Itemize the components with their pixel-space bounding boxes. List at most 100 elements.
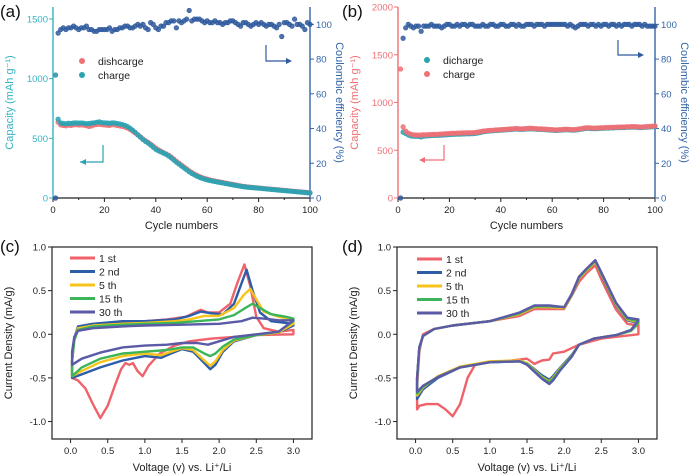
panel-b-cycling-chart: 0 20 40 60 80 1000500100015002000020406080100…	[349, 3, 690, 233]
y-axis-right-label: Coulombic efficiency (%)	[333, 42, 345, 163]
data-point-coulombic-efficiency	[273, 25, 280, 31]
x-tick-label: 40	[496, 205, 507, 216]
data-point-coulombic-efficiency	[145, 26, 151, 33]
y-tick-label: 0.0	[33, 330, 46, 341]
y-axis-right-label: Coulombic efficiency (%)	[678, 42, 690, 163]
legend-marker-charge	[424, 71, 430, 77]
x-tick-label: 100	[302, 205, 318, 216]
x-tick-label: 100	[647, 205, 663, 216]
data-point-coulombic-efficiency	[291, 16, 298, 22]
y-right-tick-label: 0	[661, 194, 666, 205]
x-axis-label: Voltage (v) vs. Li⁺/Li	[133, 462, 232, 474]
y-tick-label: 0.0	[378, 330, 391, 341]
x-tick-label: 0.0	[64, 446, 77, 457]
legend-label-dicharge: dicharge	[443, 55, 483, 67]
legend-marker-dicharge	[424, 57, 430, 63]
y-axis-left-label: Capacity (mAh g⁻¹)	[4, 55, 16, 149]
arrow-to-right-axis-b	[617, 40, 642, 56]
arrowhead-right-b	[638, 52, 644, 58]
y-left-tick-label: 1000	[372, 98, 393, 109]
y-left-tick-label: 500	[32, 134, 48, 145]
y-right-tick-label: 80	[661, 55, 672, 66]
data-point-coulombic-efficiency	[83, 23, 90, 29]
x-tick-label: 2.0	[213, 446, 226, 457]
x-tick-label: 20	[99, 205, 110, 216]
legend-label-2-nd: 2 nd	[446, 268, 467, 280]
x-tick-label: 1.5	[175, 446, 188, 457]
panel-label-b: (b)	[342, 2, 363, 21]
data-point-coulombic-efficiency	[307, 21, 313, 27]
panel-c-cv-chart: 0.0 0.5 1.0 1.5 2.0 2.5 3.0 -1.0 -0.5 0.0 0.5 1.0 Vo…	[3, 243, 313, 474]
panel-label-c: (c)	[0, 237, 20, 256]
legend-marker-dishcarge	[79, 58, 85, 64]
data-point-coulombic-efficiency	[150, 21, 156, 27]
y-axis-label: Current Density (mA/g)	[3, 287, 15, 399]
y-left-tick-label: 1500	[372, 50, 393, 61]
x-tick-label: 2.5	[595, 446, 608, 457]
y-right-tick-label: 60	[316, 89, 327, 100]
y-right-tick-label: 40	[661, 124, 672, 135]
y-left-tick-label: 0	[43, 194, 48, 205]
legend-label-1-st: 1 st	[99, 253, 116, 265]
y-tick-label: 0.5	[378, 286, 391, 297]
x-tick-label: 80	[598, 205, 609, 216]
legend-label-30-th: 30 th	[446, 308, 470, 320]
legend-label-15-th: 15 th	[446, 295, 470, 307]
data-point-coulombic-efficiency	[155, 26, 161, 33]
data-point-charge	[52, 72, 59, 78]
data-point-coulombic-efficiency	[403, 25, 409, 31]
y-left-tick-label: 0	[388, 194, 393, 205]
panel-label-a: (a)	[0, 2, 21, 21]
data-point-coulombic-efficiency	[184, 16, 190, 22]
data-point-coulombic-efficiency	[55, 30, 61, 36]
cv-curve-30-th	[415, 258, 640, 394]
y-right-tick-label: 80	[316, 55, 327, 66]
cv-curve-30-th	[70, 316, 295, 366]
legend-label-15-th: 15 th	[99, 294, 123, 306]
arrow-to-right-axis-a	[265, 45, 290, 62]
data-point-coulombic-efficiency	[276, 21, 282, 27]
x-axis-label: Cycle numbers	[490, 220, 564, 232]
y-tick-label: -0.5	[375, 373, 391, 384]
x-tick-label: 60	[547, 205, 558, 216]
x-tick-label: 2.0	[558, 446, 571, 457]
data-point-coulombic-efficiency	[289, 23, 295, 29]
x-tick-label: 60	[202, 205, 213, 216]
legend-label-30-th: 30 th	[99, 307, 123, 319]
arrow-to-left-axis-a	[80, 145, 104, 163]
x-axis-label: Voltage (v) vs. Li⁺/Li	[478, 462, 577, 474]
cv-curve-1-st	[415, 264, 640, 418]
y-right-tick-label: 60	[661, 89, 672, 100]
data-point-coulombic-efficiency	[302, 26, 308, 33]
x-tick-label: 40	[151, 205, 162, 216]
y-left-tick-label: 500	[377, 146, 393, 157]
y-axis-left-label: Capacity (mAh g⁻¹)	[349, 55, 361, 149]
arrow-to-left-axis-b	[421, 145, 445, 161]
y-axis-label: Current Density (mA/g)	[348, 287, 360, 399]
data-point-coulombic-efficiency	[140, 21, 146, 27]
y-tick-label: -1.0	[375, 417, 391, 428]
legend-label-1-st: 1 st	[446, 254, 463, 266]
y-tick-label: 0.5	[33, 286, 46, 297]
x-tick-label: 80	[253, 205, 264, 216]
data-point-coulombic-efficiency	[299, 23, 305, 29]
legend-marker-charge	[79, 72, 85, 78]
x-tick-label: 0.0	[409, 446, 422, 457]
x-tick-label: 0	[50, 205, 55, 216]
data-point-coulombic-efficiency	[52, 195, 59, 201]
data-point-coulombic-efficiency	[186, 7, 192, 14]
x-tick-label: 1.5	[520, 446, 533, 457]
panel-label-d: (d)	[342, 237, 363, 256]
data-point-charge	[652, 123, 658, 129]
arrowhead-left-a	[80, 159, 86, 165]
y-tick-label: 1.0	[33, 243, 46, 254]
data-point-coulombic-efficiency	[397, 195, 404, 201]
y-right-tick-label: 20	[661, 159, 672, 170]
y-right-tick-label: 100	[316, 20, 332, 31]
data-point-coulombic-efficiency	[652, 23, 658, 29]
data-point-charge	[397, 66, 404, 72]
data-point-coulombic-efficiency	[171, 18, 177, 24]
legend-label-5-th: 5 th	[446, 281, 464, 293]
data-point-coulombic-efficiency	[106, 25, 113, 31]
